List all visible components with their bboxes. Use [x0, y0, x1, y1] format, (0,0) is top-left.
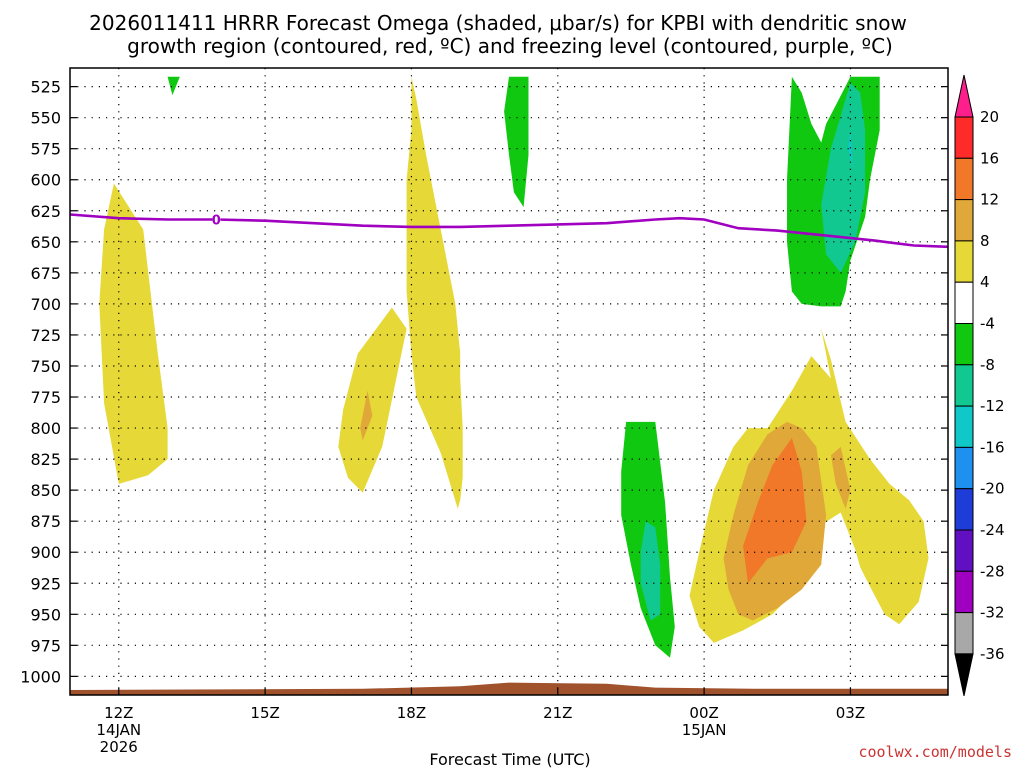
- colorbar-label: -4: [980, 315, 995, 333]
- colorbar-label: -36: [980, 645, 1005, 663]
- omega-region-9: [167, 76, 180, 96]
- x-tick-label: 12Z: [104, 704, 133, 722]
- y-tick-label: 700: [30, 295, 61, 314]
- colorbar-top-arrow: [954, 74, 974, 118]
- omega-region-7: [743, 438, 807, 584]
- terrain-surface: [70, 682, 948, 695]
- y-tick-label: 975: [30, 636, 61, 655]
- x-tick-label: 18Z: [397, 704, 426, 722]
- colorbar-label: -20: [980, 480, 1005, 498]
- colorbar-label: 20: [980, 108, 999, 126]
- y-tick-label: 725: [30, 326, 61, 345]
- colorbar-swatch: [954, 281, 974, 325]
- y-tick-label: 625: [30, 202, 61, 221]
- omega-region-12: [821, 82, 866, 273]
- y-tick-label: 1000: [20, 667, 61, 686]
- y-tick-label: 575: [30, 140, 61, 159]
- y-axis-pressure: 525 550 575 600 625 650 675 700 725 750 775 800 825 8…: [20, 78, 948, 686]
- colorbar-label: -16: [980, 438, 1005, 456]
- y-tick-label: 650: [30, 233, 61, 252]
- x-tick-label: 14JAN: [96, 721, 141, 739]
- y-tick-label: 800: [30, 419, 61, 438]
- chart-title-line1: 2026011411 HRRR Forecast Omega (shaded, …: [89, 11, 907, 35]
- colorbar-label: -12: [980, 397, 1005, 415]
- omega-region-5: [830, 446, 851, 509]
- colorbar-swatch: [954, 405, 974, 448]
- y-tick-label: 900: [30, 543, 61, 562]
- y-tick-label: 550: [30, 109, 61, 128]
- y-tick-label: 850: [30, 481, 61, 500]
- x-tick-label: 15JAN: [682, 721, 727, 739]
- plot-area: 0: [69, 67, 949, 696]
- omega-region-1: [406, 76, 463, 509]
- y-tick-label: 750: [30, 357, 61, 376]
- omega-region-8: [504, 76, 529, 208]
- credit-link[interactable]: coolwx.com/models: [858, 743, 1012, 761]
- plot-frame: [69, 67, 949, 696]
- colorbar-swatch: [954, 570, 974, 614]
- freezing-level-line: [70, 213, 948, 249]
- y-tick-label: 525: [30, 78, 61, 97]
- colorbar-swatch: [954, 364, 974, 407]
- colorbar-swatch: [954, 488, 974, 531]
- colorbar-swatch: [954, 529, 974, 572]
- omega-region-0: [99, 183, 168, 484]
- x-tick-label: 21Z: [543, 704, 572, 722]
- colorbar-swatch: [954, 446, 974, 490]
- y-tick-label: 675: [30, 264, 61, 283]
- colorbar-swatch: [954, 240, 974, 283]
- omega-region-14: [848, 130, 853, 168]
- colorbar-swatch: [954, 199, 974, 242]
- colorbar-bottom-arrow: [954, 653, 974, 697]
- colorbar-label: -24: [980, 521, 1005, 539]
- colorbar-legend: 20 16 12 8 4 -4 -8 -12 -16 -20 -24 -28 -32 -36: [954, 74, 1005, 697]
- colorbar-swatch: [954, 323, 974, 366]
- x-tick-label: 15Z: [250, 704, 279, 722]
- y-tick-label: 775: [30, 388, 61, 407]
- freezing-level-label: 0: [212, 213, 221, 228]
- colorbar-label: 16: [980, 149, 999, 167]
- omega-region-2: [338, 307, 407, 493]
- y-tick-label: 875: [30, 512, 61, 531]
- y-tick-label: 950: [30, 605, 61, 624]
- omega-region-13: [640, 521, 661, 621]
- x-axis-label: Forecast Time (UTC): [429, 750, 590, 768]
- x-tick-label: 03Z: [836, 704, 865, 722]
- freezing-label-bg: [212, 213, 221, 226]
- colorbar-label: -8: [980, 356, 995, 374]
- colorbar-label: 12: [980, 191, 999, 209]
- x-tick-label: 00Z: [689, 704, 718, 722]
- y-tick-label: 925: [30, 574, 61, 593]
- omega-region-6: [360, 390, 373, 441]
- y-tick-label: 825: [30, 450, 61, 469]
- colorbar-swatch: [954, 612, 974, 655]
- colorbar-label: 8: [980, 232, 990, 250]
- colorbar-swatch: [954, 157, 974, 201]
- colorbar-label: 4: [980, 273, 990, 291]
- colorbar-label: -32: [980, 604, 1005, 622]
- chart-title-line2: growth region (contoured, red, ºC) and f…: [127, 34, 893, 58]
- colorbar-swatch: [954, 116, 974, 159]
- x-tick-label: 2026: [100, 738, 138, 756]
- colorbar-label: -28: [980, 562, 1005, 580]
- y-tick-label: 600: [30, 171, 61, 190]
